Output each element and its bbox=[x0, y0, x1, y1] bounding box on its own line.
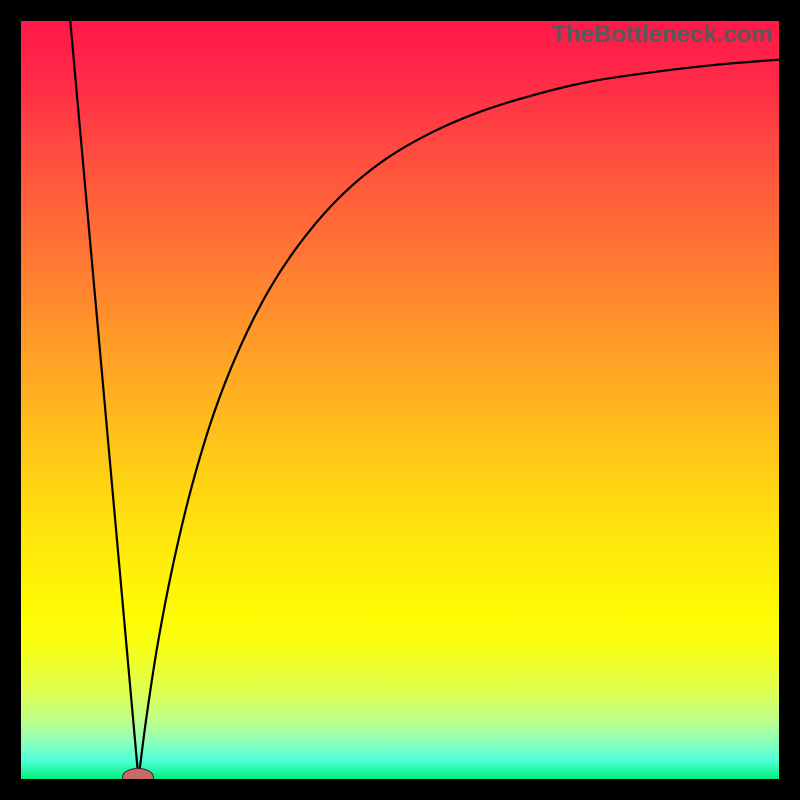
chart-container: TheBottleneck.com bbox=[0, 0, 800, 800]
curve-overlay bbox=[21, 21, 779, 779]
curve-right-branch bbox=[138, 60, 779, 779]
curve-left-branch bbox=[70, 21, 138, 779]
plot-area: TheBottleneck.com bbox=[21, 21, 779, 779]
